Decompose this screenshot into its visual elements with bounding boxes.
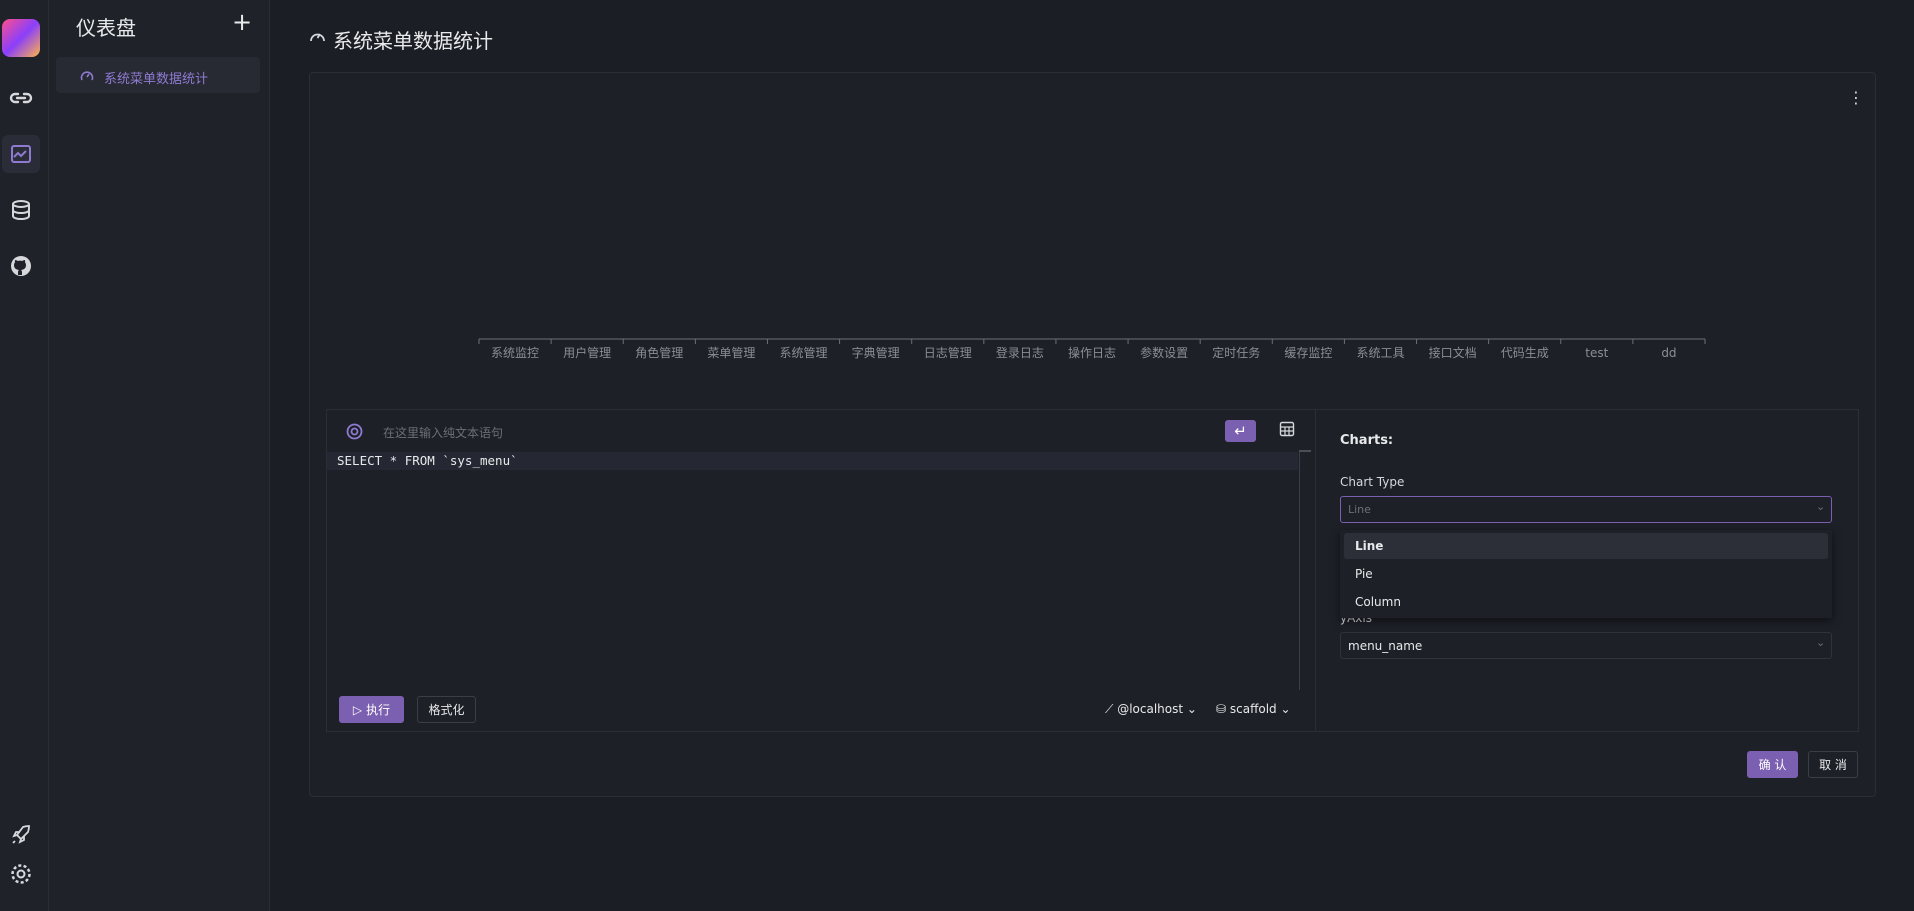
logo[interactable] [2, 19, 40, 57]
x-tick-label: 代码生成 [1501, 346, 1549, 360]
dropdown: Line Pie Column [1340, 530, 1832, 618]
chart-type-label: Chart Type [1340, 475, 1405, 489]
x-tick-label: 操作日志 [1068, 345, 1116, 360]
nav-item[interactable] [56, 57, 260, 93]
x-tick-label: 登录日志 [996, 345, 1044, 360]
y-axis-value[interactable]: menu_name [1348, 639, 1423, 653]
chart-icon[interactable] [9, 142, 33, 166]
x-tick-label: 字典管理 [852, 345, 900, 360]
chevron: ⌄ [1816, 636, 1826, 649]
x-tick-label: 角色管理 [635, 345, 683, 360]
run-label[interactable]: 执行 [366, 703, 391, 717]
link-icon[interactable] [9, 86, 33, 110]
database[interactable]: scaffold [1229, 702, 1277, 716]
format-button[interactable]: 格式化 [417, 696, 476, 723]
x-tick-label: 定时任务 [1212, 345, 1260, 360]
prompt-placeholder[interactable]: 在这里输入纯文本语句 [383, 426, 504, 440]
database-select[interactable]: ⛁ scaffold ⌄ [1216, 702, 1291, 716]
dropdown-option[interactable]: Pie [1355, 567, 1373, 581]
x-tick-label: 系统工具 [1356, 346, 1404, 360]
github-icon[interactable] [9, 254, 33, 278]
nav-panel [49, 0, 270, 911]
x-tick-label: 日志管理 [924, 345, 972, 360]
dashboard-icon [310, 33, 325, 42]
connection-select[interactable]: ⟋ @localhost ⌄ [1105, 702, 1197, 716]
chart-type-value[interactable]: Line [1348, 503, 1371, 516]
connection[interactable]: @localhost [1117, 702, 1184, 716]
ai-icon[interactable] [346, 423, 363, 440]
nav-title: 仪表盘 [76, 16, 136, 40]
scrollbar[interactable] [1299, 450, 1311, 452]
database-icon[interactable] [9, 198, 33, 222]
x-tick-label: 缓存监控 [1284, 346, 1332, 360]
dashboard-icon [80, 71, 94, 81]
x-tick-label: 参数设置 [1140, 345, 1188, 360]
x-tick-label: 系统监控 [491, 346, 539, 360]
active-line [327, 452, 1298, 470]
table-icon[interactable] [1279, 421, 1295, 437]
confirm-button[interactable]: 确 认 [1747, 751, 1798, 778]
dropdown-option[interactable]: Line [1344, 533, 1828, 559]
x-tick-label: 接口文档 [1429, 345, 1477, 360]
rocket-icon[interactable] [9, 823, 33, 847]
sql-query[interactable]: SELECT * FROM `sys_menu` [337, 453, 518, 468]
add-button[interactable]: + [232, 8, 253, 36]
x-tick-label: 菜单管理 [707, 345, 755, 360]
x-tick-label: 系统管理 [780, 345, 828, 360]
active-rail-item[interactable] [2, 135, 40, 173]
x-tick-label: test [1585, 346, 1608, 360]
x-tick-label: 用户管理 [563, 345, 611, 360]
nav-item-label[interactable]: 系统菜单数据统计 [104, 72, 209, 87]
chart: 系统监控 用户管理 角色管理 菜单管理 系统管理 字典管理 日志管理 登录日志 操作日志 参数设置… [478, 338, 1706, 360]
more-menu[interactable]: ⋮ [1848, 88, 1864, 107]
page-title: 系统菜单数据统计 [333, 29, 493, 53]
settings-heading: Charts: [1340, 433, 1394, 448]
scrollbar-track [1299, 452, 1300, 690]
run-button[interactable]: ▷ 执行 [339, 696, 404, 723]
y-axis-select[interactable] [1340, 632, 1832, 659]
settings-icon[interactable] [9, 862, 33, 886]
enter-button[interactable]: ↵ [1225, 420, 1256, 442]
dropdown-option[interactable]: Column [1355, 595, 1401, 609]
cancel-button[interactable]: 取 消 [1808, 751, 1858, 778]
chevron: ⌄ [1816, 500, 1826, 513]
x-tick-label: dd [1661, 346, 1676, 360]
divider [1315, 409, 1316, 731]
chart-type-select[interactable] [1340, 496, 1832, 523]
